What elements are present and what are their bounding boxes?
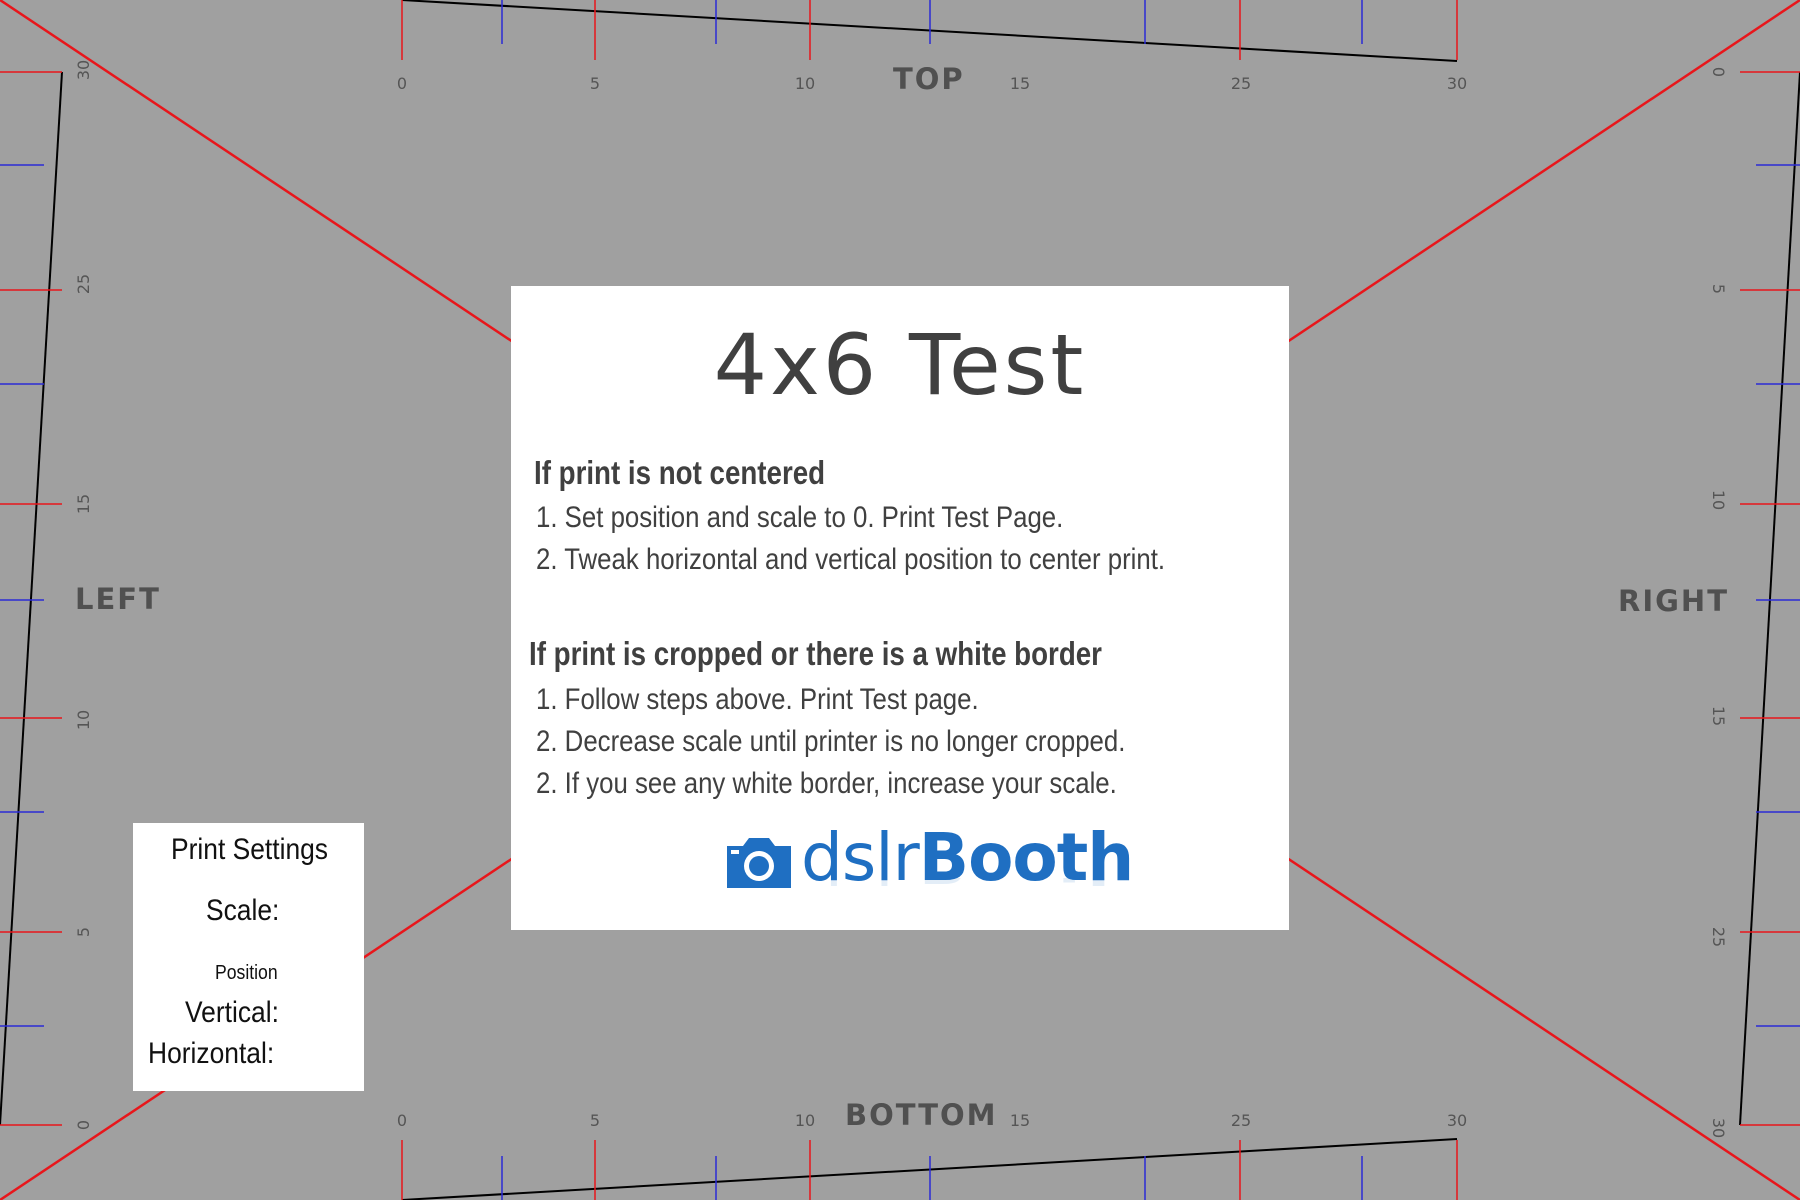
left-ruler-number: 30 [74, 60, 93, 80]
bottom-ruler-number: 5 [590, 1111, 600, 1130]
left-ruler-number: 25 [74, 274, 93, 294]
right-ruler-number: 10 [1709, 490, 1728, 510]
top-ruler-number: 25 [1231, 74, 1251, 93]
brand-logo: dslrBooth dslrBooth [725, 824, 1134, 904]
section-heading: If print is cropped or there is a white … [529, 635, 1102, 672]
top-ruler-number: 5 [590, 74, 600, 93]
frame-line-left [0, 71, 63, 1126]
position-label: Position [215, 962, 278, 984]
settings-title: Print Settings [171, 833, 329, 866]
right-ruler-number: 5 [1709, 284, 1728, 294]
bottom-ruler-number: 10 [795, 1111, 815, 1130]
brand-wordmark-bold: Booth [918, 819, 1135, 896]
left-label: LEFT [75, 582, 161, 616]
right-ruler-number: 25 [1709, 927, 1728, 947]
section-heading: If print is not centered [534, 454, 826, 491]
left-ruler-number: 0 [74, 1120, 93, 1130]
print-settings-card: Print Settings Scale: Position Vertical:… [133, 823, 364, 1091]
bottom-ruler-number: 15 [1010, 1111, 1030, 1130]
instruction-step: 2. Decrease scale until printer is no lo… [536, 725, 1126, 758]
right-label: RIGHT [1618, 584, 1729, 618]
top-ruler-number: 30 [1447, 74, 1467, 93]
vertical-label: Vertical: [185, 996, 279, 1029]
bottom-ruler-number: 30 [1447, 1111, 1467, 1130]
instruction-step: 1. Set position and scale to 0. Print Te… [536, 501, 1064, 534]
top-label: TOP [893, 62, 965, 96]
scale-label: Scale: [206, 894, 280, 927]
left-ruler-number: 10 [74, 710, 93, 730]
brand-wordmark-light: dslr [801, 819, 920, 896]
frame-line-right [1739, 71, 1800, 1126]
instruction-step: 2. If you see any white border, increase… [536, 767, 1117, 800]
instruction-step: 2. Tweak horizontal and vertical positio… [536, 543, 1166, 576]
brand-wordmark: dslrBooth [801, 824, 1134, 892]
horizontal-label: Horizontal: [148, 1037, 275, 1070]
right-ruler-number: 0 [1709, 67, 1728, 77]
top-ruler-number: 15 [1010, 74, 1030, 93]
top-ruler-number: 10 [795, 74, 815, 93]
bottom-label: BOTTOM [845, 1098, 998, 1132]
left-ruler-number: 15 [74, 494, 93, 514]
brand-wordmark-reflection: dslrBooth [801, 878, 1133, 892]
top-ruler-number: 0 [397, 74, 407, 93]
instructions-card: 4x6 Test If print is not centered 1. Set… [511, 286, 1289, 930]
bottom-ruler-number: 25 [1231, 1111, 1251, 1130]
right-ruler-number: 30 [1709, 1118, 1728, 1138]
right-ruler-number: 15 [1709, 706, 1728, 726]
bottom-ruler-number: 0 [397, 1111, 407, 1130]
camera-icon [727, 838, 791, 888]
card-title: 4x6 Test [713, 316, 1087, 414]
left-ruler-number: 5 [74, 927, 93, 937]
instruction-step: 1. Follow steps above. Print Test page. [536, 683, 979, 716]
